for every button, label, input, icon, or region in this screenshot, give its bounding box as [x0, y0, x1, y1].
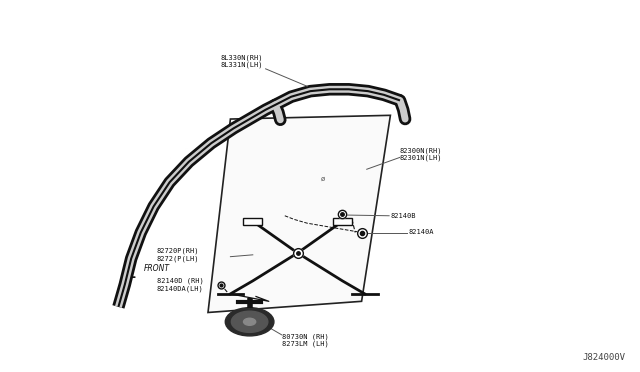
- Text: 82300N(RH)
82301N(LH): 82300N(RH) 82301N(LH): [400, 147, 442, 161]
- Text: 80730N (RH)
8273LM (LH): 80730N (RH) 8273LM (LH): [282, 333, 328, 347]
- Text: ø: ø: [321, 176, 325, 182]
- Text: 82140D (RH)
82140DA(LH): 82140D (RH) 82140DA(LH): [157, 278, 204, 292]
- Text: FRONT: FRONT: [144, 264, 170, 273]
- Text: 82720P(RH)
8272(P(LH): 82720P(RH) 8272(P(LH): [157, 248, 199, 262]
- Text: 82140A: 82140A: [408, 230, 434, 235]
- Polygon shape: [208, 115, 390, 312]
- FancyBboxPatch shape: [243, 218, 262, 225]
- FancyBboxPatch shape: [333, 218, 352, 225]
- Text: 8L330N(RH)
8L331N(LH): 8L330N(RH) 8L331N(LH): [221, 54, 263, 68]
- Text: J824000V: J824000V: [583, 353, 626, 362]
- Circle shape: [243, 318, 256, 325]
- Text: 82140B: 82140B: [390, 213, 416, 219]
- Circle shape: [232, 311, 268, 333]
- Circle shape: [225, 308, 274, 336]
